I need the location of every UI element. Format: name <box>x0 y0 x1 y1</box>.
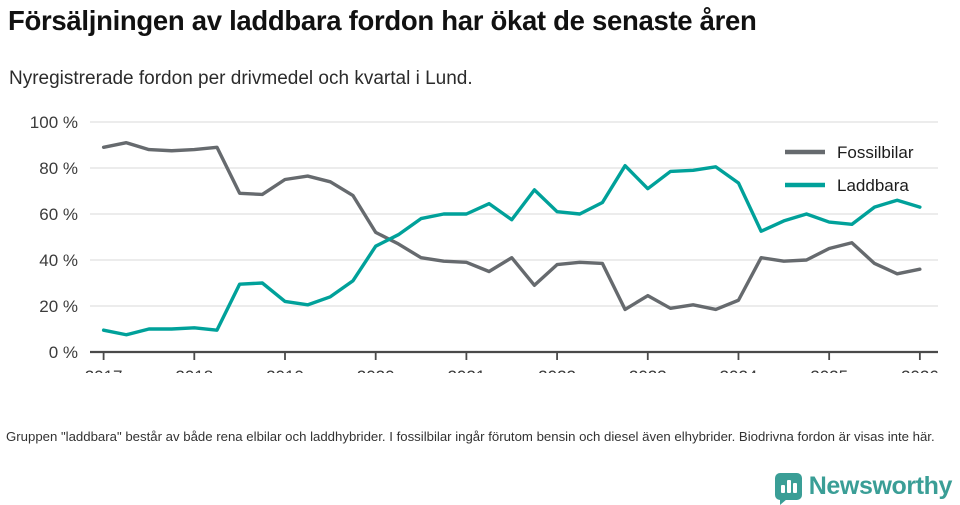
legend-label: Laddbara <box>837 176 909 195</box>
x-axis-tick-label: 2025 <box>810 367 848 373</box>
legend-label: Fossilbilar <box>837 143 914 162</box>
chart-plot-area: 0 % 20 % 40 % 60 % 80 % 100 % 2017 2018 2019 2020… <box>0 108 960 373</box>
line-chart: 0 % 20 % 40 % 60 % 80 % 100 % 2017 2018 2019 2020… <box>30 113 939 373</box>
series-line-fossilbilar <box>101 141 922 312</box>
page-subtitle: Nyregistrerade fordon per drivmedel och … <box>9 68 473 89</box>
y-axis-tick-label: 60 % <box>39 205 78 224</box>
y-axis-tick-label: 40 % <box>39 251 78 270</box>
series-line-laddbara <box>101 164 922 337</box>
x-axis-tick-label: 2021 <box>447 367 485 373</box>
logo-wordmark: Newsworthy <box>808 471 953 500</box>
x-axis-tick-label: 2020 <box>357 367 395 373</box>
y-axis-tick-label: 20 % <box>39 297 78 316</box>
x-axis-tick-label: 2026 <box>901 367 939 373</box>
x-axis-tick-label: 2017 <box>85 367 123 373</box>
newsworthy-logo: Newsworthy <box>774 470 953 505</box>
x-axis-tick-label: 2018 <box>175 367 213 373</box>
bar-chart-bubble-icon <box>774 472 802 505</box>
page-title: Försäljningen av laddbara fordon har öka… <box>8 5 757 36</box>
y-axis-tick-label: 80 % <box>39 159 78 178</box>
x-axis-tick-label: 2022 <box>538 367 576 373</box>
y-axis-tick-label: 0 % <box>49 343 78 362</box>
chart-footnote: Gruppen "laddbara" består av både rena e… <box>6 429 935 444</box>
y-axis-tick-label: 100 % <box>30 113 78 132</box>
x-axis-tick-label: 2024 <box>720 367 758 373</box>
x-axis-tick-label: 2023 <box>629 367 667 373</box>
x-axis-tick-label: 2019 <box>266 367 304 373</box>
